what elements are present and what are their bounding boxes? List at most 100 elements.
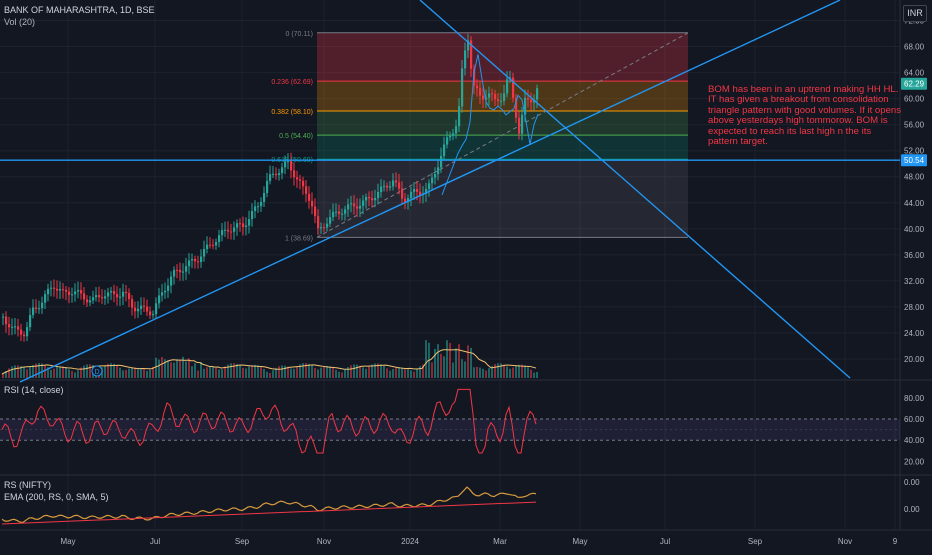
- time-axis-tick: May: [60, 537, 75, 546]
- volume-bar: [80, 367, 82, 378]
- price-axis-tick: 60.00: [904, 95, 925, 104]
- candle-body: [47, 288, 50, 295]
- volume-bar: [8, 368, 10, 378]
- volume-bar: [269, 373, 271, 378]
- candle-body: [212, 244, 215, 246]
- candle-body: [134, 307, 137, 312]
- candle-body: [137, 308, 140, 312]
- volume-bar: [464, 361, 466, 378]
- candle-body: [497, 99, 500, 102]
- candle-body: [101, 297, 104, 299]
- volume-bar: [416, 368, 418, 378]
- volume-bar: [419, 366, 421, 378]
- candle-body: [29, 315, 32, 328]
- fib-zone: [317, 81, 688, 111]
- volume-bar: [44, 365, 46, 378]
- trade-annotation[interactable]: BOM has been in an uptrend making HH HL.…: [708, 84, 902, 148]
- volume-bar: [215, 367, 217, 378]
- candle-body: [128, 293, 131, 300]
- dividend-marker-label: D: [94, 369, 99, 376]
- volume-bar: [368, 366, 370, 378]
- volume-bar: [506, 366, 508, 378]
- rs-line: [1, 486, 537, 523]
- candle-body: [143, 305, 146, 307]
- volume-bar: [512, 367, 514, 378]
- volume-ma-line: [1, 349, 537, 375]
- volume-bar: [50, 369, 52, 378]
- volume-bar: [479, 367, 481, 378]
- volume-bar: [26, 369, 28, 378]
- candle-body: [299, 179, 302, 181]
- volume-bar: [413, 371, 415, 378]
- candle-body: [353, 203, 356, 207]
- volume-bar: [509, 368, 511, 378]
- candle-body: [260, 201, 263, 207]
- volume-bar: [188, 358, 190, 378]
- ema-line: [1, 501, 537, 525]
- candle-body: [113, 291, 116, 295]
- candle-body: [119, 296, 122, 298]
- volume-bar: [68, 369, 70, 378]
- candle-body: [32, 307, 35, 316]
- candle-body: [245, 225, 248, 228]
- volume-bar: [431, 362, 433, 378]
- candle-body: [425, 188, 428, 194]
- candle-body: [395, 180, 398, 183]
- candle-body: [500, 100, 503, 102]
- time-axis-tick: Mar: [493, 537, 507, 546]
- volume-bar: [518, 364, 520, 378]
- volume-bar: [38, 363, 40, 378]
- candle-body: [344, 209, 347, 214]
- volume-bar: [2, 374, 4, 378]
- volume-bar: [311, 365, 313, 378]
- fib-level-label: 0.5 (54.40): [279, 133, 313, 140]
- currency-badge[interactable]: INR: [903, 5, 927, 22]
- candle-body: [206, 244, 209, 249]
- volume-bar: [20, 365, 22, 378]
- candle-body: [506, 79, 509, 94]
- volume-bar: [242, 367, 244, 378]
- volume-bar: [11, 366, 13, 378]
- candle-body: [11, 326, 14, 328]
- volume-bar: [182, 356, 184, 378]
- volume-bar: [200, 361, 202, 378]
- candle-body: [392, 180, 395, 187]
- volume-bar: [71, 370, 73, 378]
- price-level-badge-label: 62.29: [904, 80, 925, 89]
- rsi-pane-label: RSI (14, close): [4, 385, 64, 395]
- candle-body: [536, 88, 539, 100]
- candle-body: [476, 85, 479, 89]
- candle-body: [161, 292, 164, 296]
- candle-body: [242, 223, 245, 228]
- candle-body: [278, 173, 281, 176]
- volume-bar: [530, 369, 532, 378]
- ema-pane-label: EMA (200, RS, 0, SMA, 5): [4, 492, 109, 502]
- price-axis-tick: 52.00: [904, 147, 925, 156]
- candle-body: [449, 135, 452, 138]
- volume-bar: [134, 367, 136, 378]
- volume-bar: [332, 367, 334, 378]
- candle-body: [218, 235, 221, 243]
- candle-body: [140, 305, 143, 309]
- price-axis-tick: 24.00: [904, 329, 925, 338]
- volume-bar: [281, 365, 283, 378]
- candle-body: [251, 210, 254, 220]
- candle-body: [110, 291, 113, 293]
- candle-body: [263, 193, 266, 202]
- candle-body: [167, 285, 170, 291]
- candle-body: [23, 334, 26, 337]
- candle-body: [2, 316, 5, 318]
- volume-bar: [53, 368, 55, 378]
- volume-bar: [89, 364, 91, 378]
- volume-bar: [296, 366, 298, 378]
- volume-bar: [122, 370, 124, 378]
- volume-bar: [179, 360, 181, 378]
- candle-body: [293, 170, 296, 178]
- volume-bar: [14, 365, 16, 378]
- volume-bar: [56, 367, 58, 378]
- volume-bar: [59, 366, 61, 378]
- volume-bar: [383, 365, 385, 378]
- volume-bar: [407, 368, 409, 378]
